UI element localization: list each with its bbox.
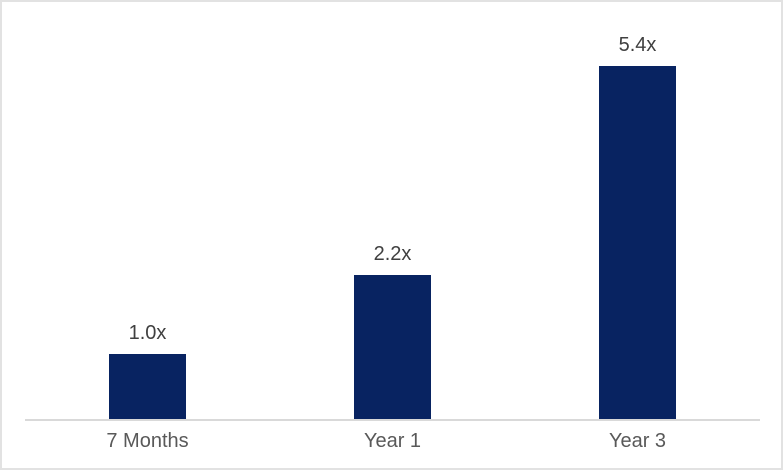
bar-year-1: [354, 275, 431, 419]
x-axis-line: [25, 419, 760, 421]
data-label: 2.2x: [373, 243, 412, 266]
bar-7-months: [109, 353, 186, 419]
bar-year-3: [599, 65, 676, 419]
category-label: Year 3: [608, 430, 667, 452]
category-label: 7 Months: [106, 430, 189, 452]
category-label: Year 1: [363, 430, 422, 452]
data-label: 1.0x: [128, 321, 167, 344]
data-label: 5.4x: [618, 33, 657, 56]
